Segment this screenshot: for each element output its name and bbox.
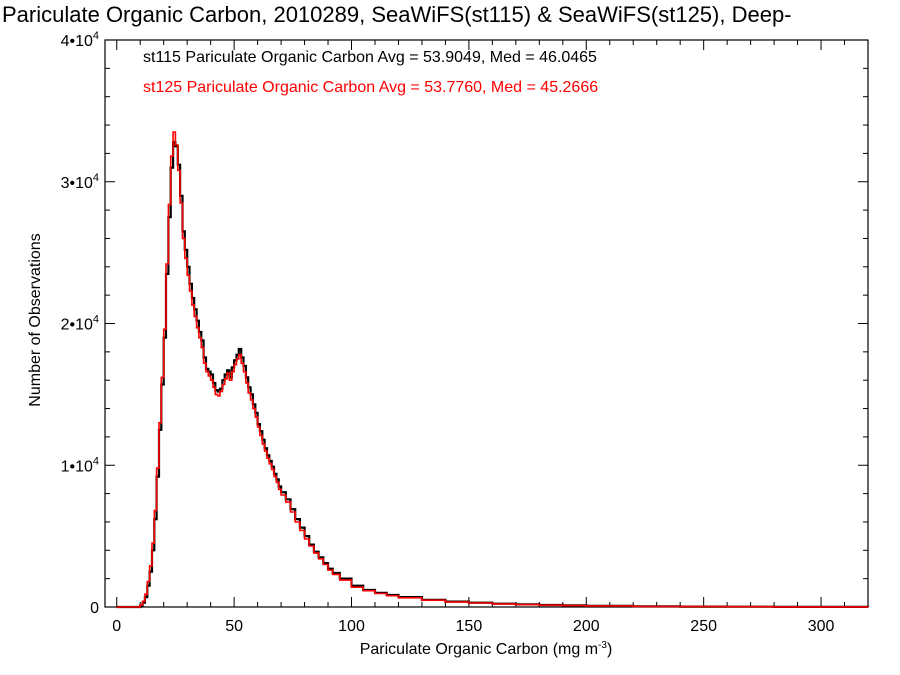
y-tick-label: 1•104	[61, 455, 99, 475]
x-tick-label: 250	[690, 618, 717, 635]
x-tick-label: 100	[338, 618, 365, 635]
y-tick-label: 0	[90, 600, 99, 617]
x-tick-label: 200	[573, 618, 600, 635]
y-axis-label: Number of Observations	[27, 233, 44, 406]
x-axis-label-sup: -3	[598, 640, 607, 651]
y-tick-label: 3•104	[61, 172, 99, 192]
x-tick-label: 300	[808, 618, 835, 635]
series-st125-line	[116, 131, 869, 608]
legend-entry-st115: st115 Pariculate Organic Carbon Avg = 53…	[143, 49, 597, 66]
axis-ticks: 0 50 100 150 200 250 300 0 1•104 2•104 3•104 4•104	[61, 30, 868, 635]
legend-entry-st125: st125 Pariculate Organic Carbon Avg = 53…	[143, 79, 598, 96]
x-axis-label: Pariculate Organic Carbon (mg m-3)	[360, 640, 613, 658]
x-axis-label-main: Pariculate Organic Carbon (mg m	[360, 641, 598, 658]
chart-title: Pariculate Organic Carbon, 2010289, SeaW…	[2, 2, 792, 27]
series-layer	[116, 131, 870, 609]
x-tick-label: 150	[456, 618, 483, 635]
y-tick-label: 4•104	[61, 30, 99, 50]
y-tick-label: 2•104	[61, 314, 99, 334]
x-tick-label: 50	[225, 618, 243, 635]
plot-frame	[104, 39, 869, 608]
x-axis-label-end: )	[607, 641, 612, 658]
x-tick-label: 0	[112, 618, 121, 635]
